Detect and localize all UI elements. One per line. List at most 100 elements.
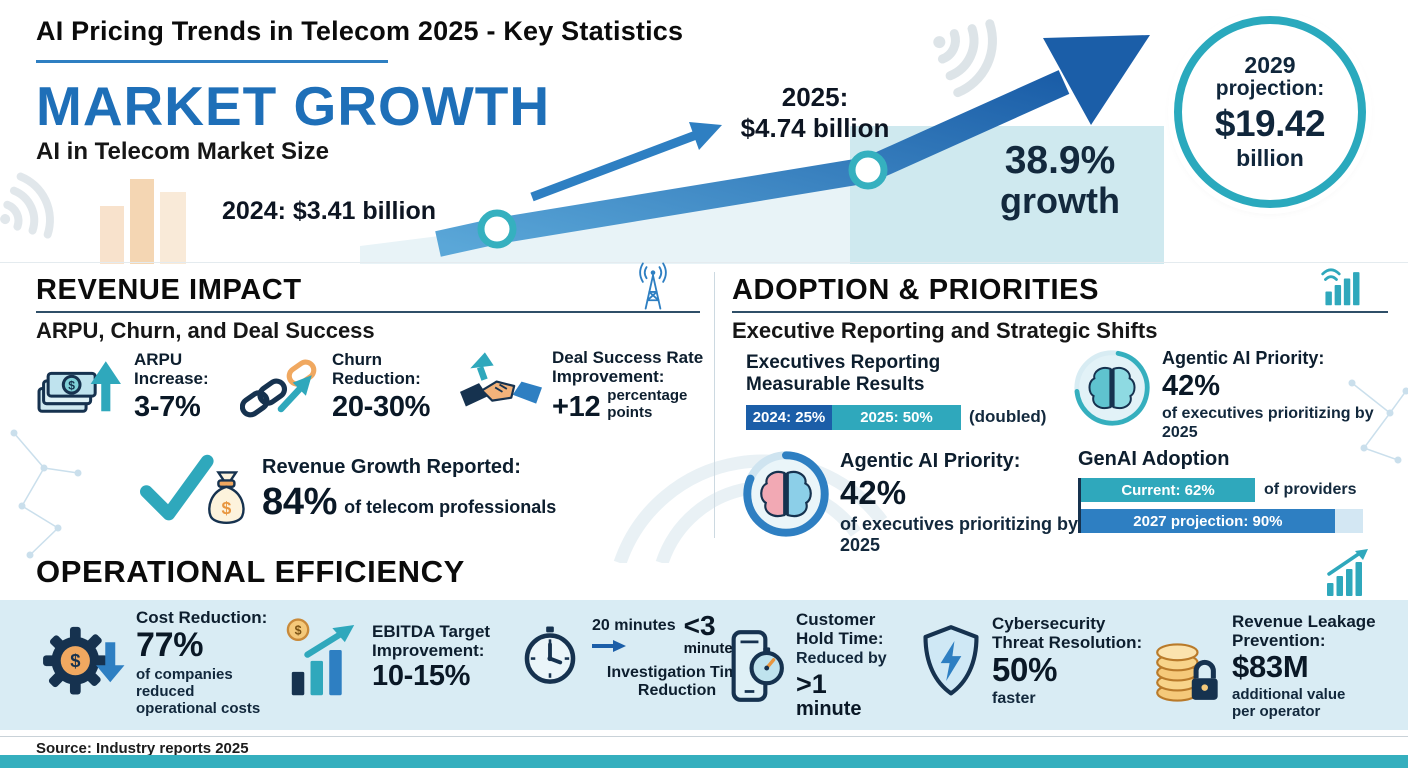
datapoint-2025: 2025: $4.74 billion bbox=[712, 82, 918, 143]
datapoint-2024: 2024: $3.41 billion bbox=[222, 197, 436, 225]
right-arrow-icon bbox=[592, 640, 626, 652]
op-label: EBITDA Target Improvement: bbox=[372, 622, 491, 661]
bar-2025-segment: 2025: 50% bbox=[832, 404, 961, 430]
doubled-note: (doubled) bbox=[969, 407, 1047, 427]
shield-bolt-icon bbox=[920, 623, 982, 699]
op-stat-ebitda: $ EBITDA Target Improvement: 10-15% bbox=[284, 614, 507, 700]
agentic-ai-block-right: Agentic AI Priority: 42% of executives p… bbox=[1072, 348, 1380, 443]
op-value: 10-15% bbox=[372, 660, 471, 693]
genai-projection-track: 2027 projection: 90% bbox=[1081, 509, 1363, 533]
revenue-impact-subheading: ARPU, Churn, and Deal Success bbox=[36, 318, 375, 343]
handshake-growth-icon bbox=[460, 348, 542, 424]
op-stat-cost-reduction: $ Cost Reduction: 77% of companies reduc… bbox=[40, 608, 286, 717]
agentic-desc: of executives prioritizing by 2025 bbox=[840, 514, 1079, 556]
footer-rule bbox=[0, 736, 1408, 737]
stat-deal-success: Deal Success Rate Improvement: +12 perce… bbox=[460, 348, 722, 424]
clock-icon bbox=[518, 624, 582, 688]
stat-label: ARPU Increase: bbox=[134, 349, 209, 388]
op-desc: faster bbox=[992, 689, 1036, 707]
datapoint-2025-year: 2025: bbox=[781, 82, 849, 112]
trend-arrow-body bbox=[435, 70, 1070, 257]
market-growth-heading: MARKET GROWTH bbox=[36, 75, 551, 137]
phone-stopwatch-icon bbox=[724, 625, 786, 707]
stat-suffix: of telecom professionals bbox=[344, 497, 557, 517]
op-value: 77% bbox=[136, 626, 204, 665]
milestone-2025-dot bbox=[848, 150, 888, 190]
column-divider bbox=[714, 272, 715, 538]
wifi-decoration-icon bbox=[933, 19, 997, 98]
agentic-ai-block-left: Agentic AI Priority: 42% of executives p… bbox=[742, 450, 1080, 556]
growth-callout: 38.9% growth bbox=[952, 139, 1168, 222]
svg-text:$: $ bbox=[222, 498, 232, 518]
adoption-priorities-heading: ADOPTION & PRIORITIES bbox=[732, 274, 1100, 306]
exec-reporting-block: Executives Reporting Measurable Results … bbox=[746, 352, 1056, 430]
op-stat-investigation-time: 20 minutes <3 minutes Investigation Time… bbox=[518, 612, 782, 701]
source-note: Source: Industry reports 2025 bbox=[36, 740, 249, 757]
badge-unit: billion bbox=[1236, 145, 1304, 171]
gear-dollar-icon: $ bbox=[40, 618, 126, 708]
badge-label: projection: bbox=[1215, 77, 1325, 100]
op-stat-hold-time: Customer Hold Time: Reduced by >1 minute bbox=[724, 610, 916, 721]
op-label: Cybersecurity Threat Resolution: bbox=[992, 614, 1143, 653]
agentic-label: Agentic AI Priority: bbox=[840, 450, 1021, 472]
op-pre: Reduced by bbox=[796, 650, 887, 668]
stat-value: 20-30% bbox=[332, 391, 431, 424]
genai-projection-bar: 2027 projection: 90% bbox=[1081, 509, 1335, 533]
op-value: $83M bbox=[1232, 649, 1309, 685]
agentic-label: Agentic AI Priority: bbox=[1162, 348, 1325, 368]
bars-arrow-icon bbox=[1322, 548, 1374, 598]
callout-arrow-body bbox=[530, 130, 698, 202]
badge-value: $19.42 bbox=[1214, 103, 1326, 144]
op-unit: minutes bbox=[683, 640, 742, 657]
op-desc: additional value per operator bbox=[1232, 685, 1346, 720]
brain-donut-icon bbox=[742, 450, 830, 538]
genai-current-suffix: of providers bbox=[1264, 481, 1357, 498]
cash-growth-icon: $ bbox=[36, 348, 124, 426]
growth-value: 38.9% bbox=[1004, 139, 1116, 182]
stat-revenue-growth: $ Revenue Growth Reported: 84% of teleco… bbox=[140, 448, 592, 532]
market-growth-subheading: AI in Telecom Market Size bbox=[36, 138, 329, 165]
datapoint-2025-value: $4.74 billion bbox=[740, 112, 890, 143]
svg-text:$: $ bbox=[68, 378, 75, 392]
check-moneybag-icon: $ bbox=[140, 448, 252, 532]
stat-churn-reduction: Churn Reduction: 20-30% bbox=[240, 348, 452, 426]
op-stat-revenue-leakage: Revenue Leakage Prevention: $83M additio… bbox=[1150, 612, 1382, 720]
op-stat-cybersecurity: Cybersecurity Threat Resolution: 50% fas… bbox=[920, 614, 1157, 708]
op-before-value: 20 minutes bbox=[592, 617, 676, 634]
svg-text:$: $ bbox=[295, 623, 302, 637]
wifi-decoration-icon bbox=[0, 172, 54, 239]
market-growth-chart-graphic bbox=[0, 19, 1164, 264]
callout-arrow-head bbox=[689, 122, 722, 150]
operational-efficiency-heading: OPERATIONAL EFFICIENCY bbox=[36, 554, 465, 589]
agentic-value: 42% bbox=[840, 474, 907, 511]
op-value: <3 bbox=[683, 610, 716, 641]
op-value: 50% bbox=[992, 651, 1058, 689]
bar-2024-segment: 2024: 25% bbox=[746, 404, 832, 430]
page-title: AI Pricing Trends in Telecom 2025 - Key … bbox=[36, 16, 684, 46]
stat-value: +12 bbox=[552, 390, 601, 423]
op-label: Revenue Leakage Prevention: bbox=[1232, 612, 1376, 651]
op-desc: of companies reduced operational costs bbox=[136, 665, 261, 717]
agentic-desc: of executives prioritizing by 2025 bbox=[1162, 405, 1374, 441]
projection-badge: 2029 projection: $19.42 billion bbox=[1174, 16, 1366, 208]
stat-arpu-increase: $ ARPU Increase: 3-7% bbox=[36, 348, 244, 426]
bar-chart-decoration bbox=[100, 179, 186, 264]
growth-word: growth bbox=[1000, 180, 1120, 222]
wifi-bars-icon bbox=[1318, 262, 1366, 308]
stat-label: Revenue Growth Reported: bbox=[262, 456, 521, 478]
revenue-heading-rule bbox=[36, 311, 700, 313]
title-underline bbox=[36, 60, 388, 63]
genai-adoption-block: GenAI Adoption Current: 62% of providers… bbox=[1078, 448, 1398, 533]
svg-text:$: $ bbox=[70, 649, 80, 670]
bottom-accent-bar bbox=[0, 755, 1408, 768]
genai-title: GenAI Adoption bbox=[1078, 448, 1230, 470]
genai-current-bar: Current: 62% bbox=[1081, 478, 1255, 502]
stat-value: 3-7% bbox=[134, 391, 201, 424]
revenue-impact-heading: REVENUE IMPACT bbox=[36, 274, 302, 306]
op-label: Cost Reduction: bbox=[136, 608, 268, 627]
genai-bars: Current: 62% of providers 2027 projectio… bbox=[1078, 478, 1398, 533]
radio-tower-icon bbox=[630, 260, 676, 312]
coins-lock-icon bbox=[1150, 625, 1222, 707]
stat-label: Deal Success Rate Improvement: bbox=[552, 348, 704, 387]
